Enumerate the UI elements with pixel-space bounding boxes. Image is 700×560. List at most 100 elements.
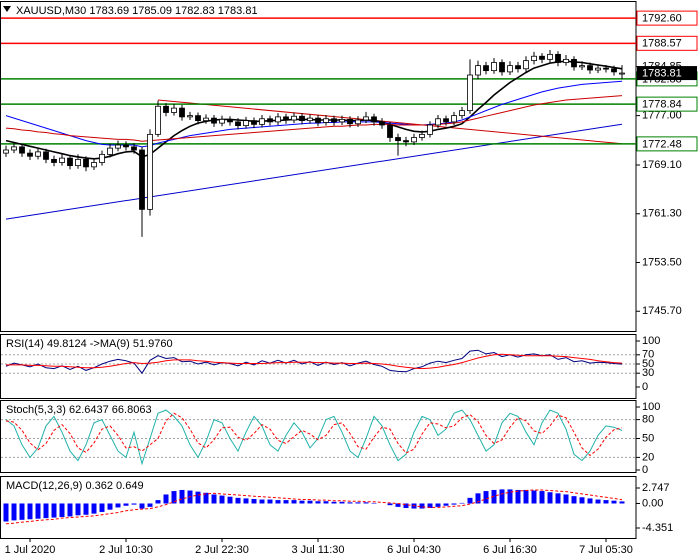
histogram-bar <box>51 503 57 518</box>
histogram-bar <box>235 497 241 504</box>
candle-body <box>459 110 465 117</box>
candle-body <box>355 119 361 125</box>
histogram-bar <box>91 503 97 514</box>
candle-body <box>243 120 249 127</box>
candle-body <box>443 118 449 123</box>
histogram-bar <box>531 490 537 504</box>
candle-body <box>371 116 377 123</box>
histogram-bar <box>243 498 249 504</box>
histogram-bar <box>467 497 473 504</box>
histogram-bar <box>299 500 305 504</box>
histogram-bar <box>499 489 505 504</box>
candle-body <box>267 118 273 123</box>
histogram-bar <box>355 502 361 504</box>
indicator-line <box>5 412 623 457</box>
y-tick-label: 2.747 <box>642 482 670 494</box>
candle-body <box>347 118 353 125</box>
candle-body <box>291 115 297 121</box>
candle-body <box>491 62 497 72</box>
candle-body <box>115 144 121 149</box>
histogram-bar <box>419 503 425 509</box>
histogram-bar <box>619 501 625 504</box>
panel-frame <box>0 334 637 399</box>
histogram-bar <box>147 503 153 507</box>
panel-frame <box>0 1 637 332</box>
candle-body <box>411 137 417 143</box>
moving-average <box>5 95 623 142</box>
candle-body <box>547 53 553 60</box>
candle-body <box>59 157 65 163</box>
y-tick-label: 50 <box>642 358 654 370</box>
candle-body <box>131 146 137 151</box>
candle-body <box>427 124 433 135</box>
histogram-bar <box>515 489 521 504</box>
candle-body <box>403 140 409 143</box>
histogram-bar <box>83 503 89 515</box>
y-tick-label: 1745.70 <box>642 305 682 317</box>
candle-body <box>211 117 217 124</box>
candle-body <box>339 118 345 123</box>
histogram-bar <box>67 503 73 517</box>
histogram-bar <box>123 503 129 506</box>
candle-body <box>619 72 625 75</box>
histogram-bar <box>331 501 337 504</box>
candle-body <box>315 117 321 123</box>
candle-body <box>123 144 129 148</box>
indicator-line <box>5 489 623 525</box>
histogram-bar <box>595 499 601 504</box>
candle-body <box>75 158 81 167</box>
histogram-bar <box>435 503 441 507</box>
candle-body <box>523 60 529 70</box>
candle-body <box>515 65 521 70</box>
histogram-bar <box>43 503 49 519</box>
level-label: 1772.48 <box>642 138 682 150</box>
level-label: 1778.84 <box>642 99 682 111</box>
candle-body <box>331 118 337 123</box>
candle-body <box>595 67 601 71</box>
y-tick-label: 100 <box>642 401 660 413</box>
candle-body <box>147 133 153 210</box>
histogram-bar <box>59 503 65 518</box>
histogram-bar <box>267 499 273 504</box>
candle-body <box>323 118 329 123</box>
candle-body <box>251 120 257 125</box>
candle-body <box>363 116 369 121</box>
histogram-bar <box>371 502 377 504</box>
histogram-bar <box>611 500 617 504</box>
moving-average <box>5 80 623 148</box>
histogram-bar <box>387 503 393 506</box>
histogram-bar <box>403 503 409 508</box>
y-tick-label: 0 <box>642 381 648 393</box>
level-label-box <box>636 136 698 152</box>
candle-body <box>299 115 305 122</box>
histogram-bar <box>107 503 113 510</box>
candle-body <box>483 65 489 72</box>
histogram-bar <box>363 502 369 504</box>
histogram-bar <box>195 491 201 504</box>
histogram-bar <box>3 503 9 522</box>
candle-body <box>11 146 17 151</box>
histogram-bar <box>259 499 265 504</box>
histogram-bar <box>211 494 217 504</box>
histogram-bar <box>323 501 329 504</box>
x-tick-label: 7 Jul 05:30 <box>579 544 633 556</box>
y-tick-label: 70 <box>642 349 654 361</box>
histogram-bar <box>459 502 465 504</box>
histogram-bar <box>475 493 481 504</box>
candle-body <box>387 124 393 138</box>
panel-frame <box>0 400 637 473</box>
x-tick-label: 2 Jul 10:30 <box>99 544 153 556</box>
candle-body <box>219 118 225 124</box>
candle-body <box>91 162 97 168</box>
histogram-bar <box>75 503 81 516</box>
candle-body <box>611 68 617 73</box>
histogram-bar <box>571 496 577 504</box>
histogram-bar <box>139 503 145 509</box>
candle-body <box>227 118 233 123</box>
candle-body <box>283 116 289 121</box>
histogram-bar <box>131 503 137 505</box>
candle-body <box>603 67 609 70</box>
histogram-bar <box>315 501 321 504</box>
candle-body <box>43 151 49 160</box>
histogram-bar <box>27 503 33 520</box>
